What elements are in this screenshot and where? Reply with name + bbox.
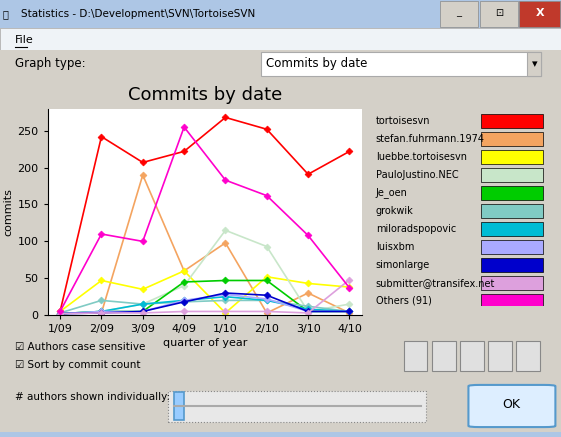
Text: luebbe.tortoisesvn: luebbe.tortoisesvn — [376, 152, 467, 162]
Text: # authors shown individually:: # authors shown individually: — [15, 392, 171, 402]
Bar — [481, 294, 542, 308]
FancyBboxPatch shape — [516, 341, 540, 371]
Bar — [481, 149, 542, 164]
Bar — [481, 186, 542, 200]
Text: stefan.fuhrmann.1974: stefan.fuhrmann.1974 — [376, 134, 485, 144]
Text: simonlarge: simonlarge — [376, 260, 430, 270]
FancyBboxPatch shape — [404, 341, 427, 371]
Bar — [481, 276, 542, 290]
Text: ☑ Sort by commit count: ☑ Sort by commit count — [15, 361, 141, 371]
Text: Statistics - D:\Development\SVN\TortoiseSVN: Statistics - D:\Development\SVN\Tortoise… — [21, 9, 256, 19]
Text: OK: OK — [503, 398, 521, 411]
Bar — [440, 1, 478, 27]
Text: submitter@transifex.net: submitter@transifex.net — [376, 278, 495, 288]
Bar — [481, 204, 542, 218]
Text: Graph type:: Graph type: — [15, 58, 86, 70]
Bar — [0, 432, 561, 437]
Bar — [481, 168, 542, 182]
FancyBboxPatch shape — [488, 341, 512, 371]
Y-axis label: commits: commits — [3, 188, 13, 236]
Text: luisxbm: luisxbm — [376, 242, 414, 252]
Text: Commits by date: Commits by date — [266, 58, 368, 70]
Text: Je_oen: Je_oen — [376, 187, 408, 198]
Text: X: X — [535, 8, 544, 18]
X-axis label: quarter of year: quarter of year — [163, 338, 247, 348]
Text: ▾: ▾ — [532, 59, 537, 69]
FancyBboxPatch shape — [468, 385, 555, 427]
FancyBboxPatch shape — [460, 341, 484, 371]
Text: Others (91): Others (91) — [376, 296, 432, 306]
Bar — [519, 1, 560, 27]
Text: ☑ Authors case sensitive: ☑ Authors case sensitive — [15, 341, 145, 351]
FancyBboxPatch shape — [168, 391, 426, 422]
FancyBboxPatch shape — [261, 52, 541, 76]
Bar — [481, 114, 542, 128]
Bar — [481, 239, 542, 254]
Title: Commits by date: Commits by date — [128, 86, 282, 104]
Text: File: File — [15, 35, 34, 45]
Text: PauloJustino.NEC: PauloJustino.NEC — [376, 170, 458, 180]
Bar — [480, 1, 518, 27]
Bar — [481, 257, 542, 272]
Text: ⊡: ⊡ — [495, 8, 503, 18]
Bar — [481, 132, 542, 146]
Text: grokwik: grokwik — [376, 206, 413, 216]
FancyBboxPatch shape — [527, 52, 541, 76]
FancyBboxPatch shape — [432, 341, 456, 371]
Text: miloradspopovic: miloradspopovic — [376, 224, 456, 234]
Bar — [481, 222, 542, 236]
Text: 🔧: 🔧 — [3, 9, 8, 19]
Text: ─: ─ — [457, 11, 461, 20]
FancyBboxPatch shape — [174, 392, 184, 420]
Text: tortoisesvn: tortoisesvn — [376, 116, 430, 126]
